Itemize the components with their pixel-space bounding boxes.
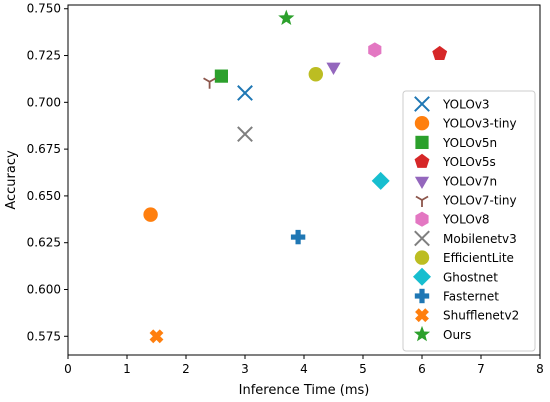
point-yolov7n [326,62,341,75]
point-ghostnet [371,171,390,190]
legend-item: YOLOv8 [415,211,490,227]
point-yolov5n [214,69,228,83]
y-tick-label: 0.675 [27,142,61,156]
y-axis-title: Accuracy [4,150,19,210]
x-tick-label: 3 [241,362,249,376]
point-fasternet [290,229,306,245]
x-tick-label: 6 [418,362,426,376]
y-tick-label: 0.600 [27,282,61,296]
legend-label: YOLOv5n [442,136,497,150]
legend-label: YOLOv7-tiny [442,194,517,208]
legend-item: YOLOv5n [415,135,497,150]
y-tick-label: 0.625 [27,236,61,250]
point-yolov5s [432,45,448,60]
legend-item: Fasternet [414,288,499,304]
legend-item: EfficientLite [414,250,514,265]
legend-item: Ours [413,325,471,342]
legend-label: YOLOv7n [442,174,497,188]
x-tick-label: 5 [359,362,367,376]
legend-label: Mobilenetv3 [443,232,517,246]
legend-marker-triangle-down-icon [414,176,430,189]
x-tick-label: 1 [123,362,131,376]
point-mobilenetv3 [237,126,253,143]
legend-box [402,90,536,352]
point-yolov3-tiny [143,207,158,222]
legend-marker-x-icon [414,230,430,247]
legend-item: YOLOv5s [414,153,496,169]
legend-label: EfficientLite [443,251,514,265]
x-tick-label: 7 [477,362,485,376]
x-tick-label: 0 [64,362,72,376]
legend-label: Fasternet [443,290,499,304]
legend-item: Ghostnet [413,267,498,286]
data-points [143,9,448,344]
plot-area-frame [67,4,541,356]
point-shufflenetv2 [149,329,164,344]
legend-label: YOLOv3 [442,98,490,112]
point-yolov8 [368,42,382,58]
legend-label: YOLOv8 [442,213,490,227]
legend-marker-x-filled-icon [415,308,429,323]
x-axis-title: Inference Time (ms) [239,383,370,398]
legend-marker-diamond-icon [413,267,431,286]
legend-marker-circle-icon [414,250,430,265]
legend-marker-x-icon [414,96,430,112]
legend-marker-circle-icon [414,116,430,131]
legend-label: Shufflenetv2 [443,309,519,323]
legend-item: Shufflenetv2 [415,308,519,323]
x-tick-label: 8 [536,362,544,376]
legend-marker-pentagon-icon [414,153,430,168]
x-tick-label: 2 [182,362,190,376]
legend-marker-square-icon [415,135,429,149]
legend-label: YOLOv5s [442,155,496,169]
legend-item: YOLOv7n [414,174,497,189]
legend-marker-star-icon [413,325,431,342]
y-tick-label: 0.700 [27,95,61,109]
legend-marker-plus-filled-icon [414,288,430,304]
y-tick-label: 0.650 [27,189,61,203]
axis-ticks: 0 1 2 3 4 5 6 7 8 0.575 0.600 0.625 0.650 0.675 0.700 0… [27,2,544,376]
y-tick-label: 0.725 [27,49,61,63]
point-yolov3 [237,85,253,101]
legend: YOLOv3 YOLOv3-tiny YOLOv5n YOLOv5s YOLOv7n YO… [402,90,536,352]
legend-marker-tri-left-icon [415,195,429,207]
legend-label: YOLOv3-tiny [442,117,517,131]
legend-label: Ghostnet [443,270,498,284]
point-yolov7-tiny [203,77,217,89]
legend-item: YOLOv3-tiny [414,116,517,131]
y-tick-label: 0.750 [27,2,61,16]
legend-item: YOLOv7-tiny [415,194,517,208]
legend-item: Mobilenetv3 [414,230,517,247]
legend-item: YOLOv3 [414,96,490,112]
point-efficientlite [308,67,323,82]
y-tick-label: 0.575 [27,329,61,343]
legend-label: Ours [443,328,471,342]
point-ours [278,9,295,25]
legend-marker-hexagon-icon [415,211,429,227]
x-tick-label: 4 [300,362,308,376]
